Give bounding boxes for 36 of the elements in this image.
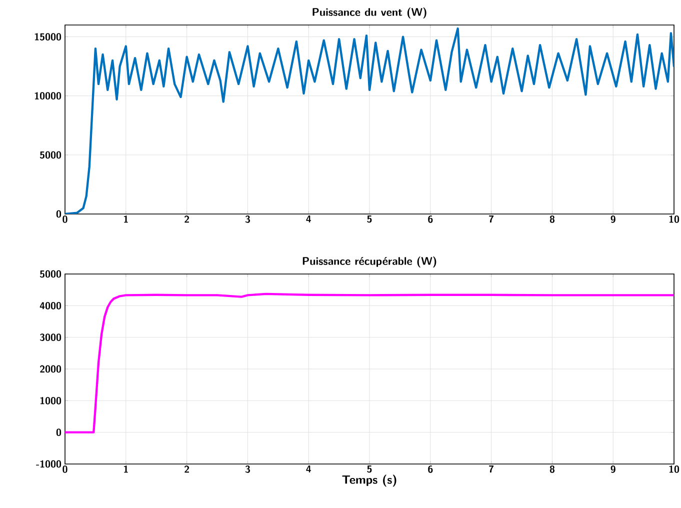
y-tick-label: 0 [56, 428, 62, 436]
x-axis-title: Temps (s) [342, 474, 396, 487]
x-tick-label: 4 [306, 465, 312, 472]
y-tick-label: 10000 [34, 92, 62, 100]
x-tick-label: 4 [306, 215, 312, 222]
x-tick-label: 9 [610, 465, 616, 473]
x-tick-label: 1 [124, 465, 128, 473]
x-tick-label: 6 [428, 215, 433, 223]
y-tick-label: 0 [56, 210, 62, 218]
x-tick-label: 9 [610, 215, 616, 223]
y-tick-label: -1000 [36, 460, 62, 468]
chart-title: Puissance récupérable (W) [302, 256, 436, 268]
x-tick-label: 0 [62, 215, 68, 223]
y-tick-label: 5000 [40, 270, 62, 278]
chart-title: Puissance du vent (W) [312, 8, 426, 18]
x-tick-label: 7 [489, 216, 494, 223]
x-tick-label: 10 [669, 465, 680, 473]
x-tick-label: 5 [367, 215, 372, 223]
x-tick-label: 2 [184, 215, 189, 223]
x-tick-label: 2 [184, 465, 189, 473]
x-tick-label: 5 [367, 465, 372, 473]
x-tick-label: 8 [550, 215, 554, 223]
x-tick-label: 0 [62, 465, 68, 473]
x-tick-label: 7 [489, 466, 494, 473]
y-tick-label: 15000 [34, 33, 62, 40]
x-tick-label: 8 [550, 465, 554, 473]
y-tick-label: 4000 [40, 302, 62, 310]
x-tick-label: 3 [245, 465, 250, 473]
x-tick-label: 1 [124, 215, 128, 223]
x-tick-label: 6 [428, 465, 433, 473]
y-tick-label: 1000 [40, 396, 62, 404]
x-tick-label: 3 [245, 215, 250, 223]
x-tick-label: 10 [669, 215, 680, 223]
y-tick-label: 5000 [40, 151, 62, 159]
y-tick-label: 2000 [40, 365, 62, 373]
y-tick-label: 3000 [40, 334, 62, 341]
